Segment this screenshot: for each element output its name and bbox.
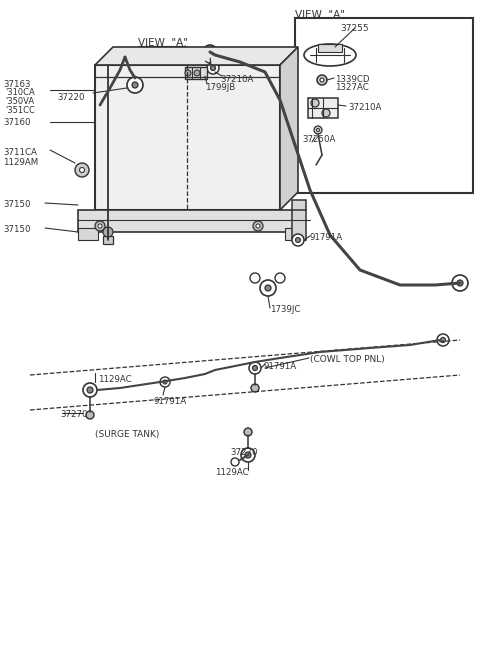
Circle shape: [83, 383, 97, 397]
Bar: [95, 65, 280, 210]
Text: (COWL TOP PNL): (COWL TOP PNL): [310, 355, 385, 364]
Circle shape: [251, 384, 259, 392]
Circle shape: [311, 99, 319, 107]
Text: 91791A: 91791A: [310, 233, 343, 242]
Circle shape: [98, 224, 102, 228]
Text: 37150: 37150: [3, 225, 31, 234]
Text: 37210A: 37210A: [220, 75, 253, 84]
Circle shape: [86, 411, 94, 419]
Text: '351CC: '351CC: [5, 106, 35, 115]
Text: 37210A: 37210A: [348, 103, 382, 112]
Circle shape: [160, 377, 170, 387]
Text: VIEW  "A": VIEW "A": [138, 38, 188, 48]
Text: 91791A: 91791A: [153, 397, 186, 406]
Text: 3711CA: 3711CA: [3, 148, 37, 157]
Bar: [285, 228, 305, 240]
Text: 1129AM: 1129AM: [3, 158, 38, 167]
Text: 37220: 37220: [57, 93, 84, 102]
Bar: [308, 98, 338, 118]
Circle shape: [441, 338, 445, 342]
Text: 1327AC: 1327AC: [335, 83, 369, 92]
Circle shape: [320, 78, 324, 82]
Text: 1799JB: 1799JB: [205, 83, 235, 92]
Circle shape: [211, 66, 216, 70]
Circle shape: [322, 109, 330, 117]
Circle shape: [80, 168, 84, 173]
Circle shape: [118, 50, 132, 64]
Text: '310CA: '310CA: [5, 88, 35, 97]
Circle shape: [314, 126, 322, 134]
Circle shape: [207, 62, 219, 74]
Text: 37150: 37150: [3, 200, 31, 209]
Bar: [103, 236, 113, 244]
Polygon shape: [95, 47, 298, 65]
Circle shape: [75, 163, 89, 177]
Circle shape: [163, 380, 167, 384]
Text: 37255: 37255: [340, 24, 369, 33]
Text: 1739JC: 1739JC: [270, 305, 300, 314]
Bar: [78, 210, 293, 232]
Circle shape: [87, 387, 93, 393]
Circle shape: [252, 365, 257, 371]
Circle shape: [256, 224, 260, 228]
Circle shape: [185, 70, 191, 76]
Circle shape: [95, 221, 105, 231]
Bar: [292, 200, 306, 240]
Circle shape: [253, 221, 263, 231]
Circle shape: [241, 448, 255, 462]
Circle shape: [231, 458, 239, 466]
Text: 37250A: 37250A: [302, 135, 336, 144]
Text: 1129AC: 1129AC: [98, 375, 132, 384]
Circle shape: [292, 234, 304, 246]
Text: 1129AC: 1129AC: [215, 468, 249, 477]
Circle shape: [132, 82, 138, 88]
Text: VIEW  "A": VIEW "A": [295, 10, 345, 20]
Circle shape: [203, 45, 217, 59]
Polygon shape: [280, 47, 298, 210]
Circle shape: [249, 362, 261, 374]
Circle shape: [316, 129, 320, 131]
Circle shape: [194, 70, 200, 76]
Text: 37270: 37270: [60, 410, 87, 419]
Circle shape: [122, 54, 128, 60]
Circle shape: [275, 273, 285, 283]
Circle shape: [452, 275, 468, 291]
Circle shape: [317, 75, 327, 85]
Bar: [185, 67, 207, 79]
Text: 91791A: 91791A: [263, 362, 296, 371]
Circle shape: [127, 77, 143, 93]
Text: 37270: 37270: [230, 448, 257, 457]
Circle shape: [244, 428, 252, 436]
Circle shape: [296, 237, 300, 242]
Text: '350VA: '350VA: [5, 97, 34, 106]
Circle shape: [265, 285, 271, 291]
Text: 1339CD: 1339CD: [335, 75, 370, 84]
Circle shape: [260, 280, 276, 296]
Bar: [318, 44, 342, 52]
Text: (SURGE TANK): (SURGE TANK): [95, 430, 159, 439]
Text: 37160: 37160: [3, 118, 31, 127]
Bar: [78, 228, 98, 240]
Text: 37163: 37163: [3, 80, 31, 89]
Circle shape: [103, 227, 113, 237]
Circle shape: [437, 334, 449, 346]
Bar: [295, 18, 473, 193]
Circle shape: [245, 452, 251, 458]
Circle shape: [457, 280, 463, 286]
Circle shape: [207, 49, 213, 55]
Circle shape: [250, 273, 260, 283]
